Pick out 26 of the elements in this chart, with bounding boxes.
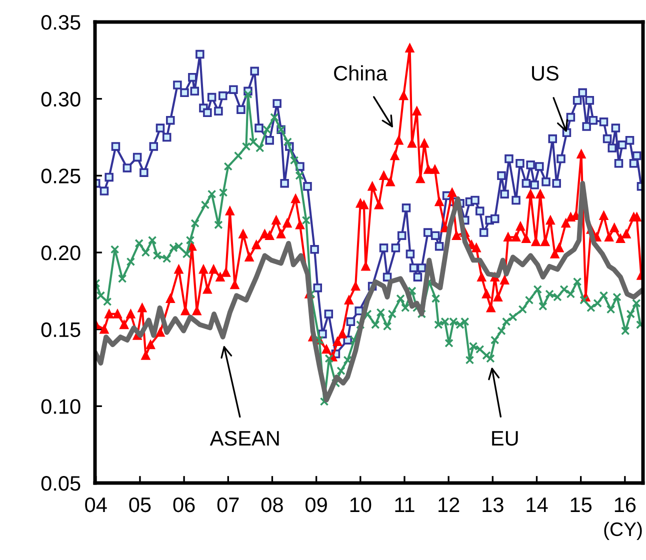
x-tick-label: 12 <box>438 497 460 512</box>
x-tick-label: 08 <box>261 497 283 512</box>
annotation: US <box>532 66 558 81</box>
y-tick-label: 0.30 <box>41 92 80 107</box>
line-series <box>95 180 643 402</box>
x-tick-label: 11 <box>395 498 414 512</box>
x-tick-label: 14 <box>526 498 548 512</box>
x-tick-label: 10 <box>350 497 372 512</box>
annotation: ASEAN <box>210 430 279 446</box>
x-tick-label: 09 <box>306 497 327 512</box>
y-tick-label: 0.20 <box>41 246 80 260</box>
y-tick-label: 0.05 <box>41 476 80 491</box>
x-tick-label: 13 <box>482 497 504 512</box>
x-tick-label: 04 <box>85 497 107 512</box>
annotation: EU <box>492 431 518 446</box>
y-tick-label: 0.10 <box>41 399 80 414</box>
x-tick-label: 06 <box>173 497 195 512</box>
annotation: China <box>334 65 388 81</box>
y-tick-label: 0.35 <box>41 15 80 30</box>
x-tick-label: 05 <box>129 497 151 512</box>
x-tick-label: 16 <box>614 497 636 512</box>
x-tick-label: 07 <box>217 497 239 512</box>
y-tick-label: 0.15 <box>41 322 80 338</box>
y-tick-label: 0.25 <box>41 168 80 184</box>
x-tick-label: 15 <box>570 498 592 512</box>
x-axis-title: (CY) <box>604 522 642 540</box>
